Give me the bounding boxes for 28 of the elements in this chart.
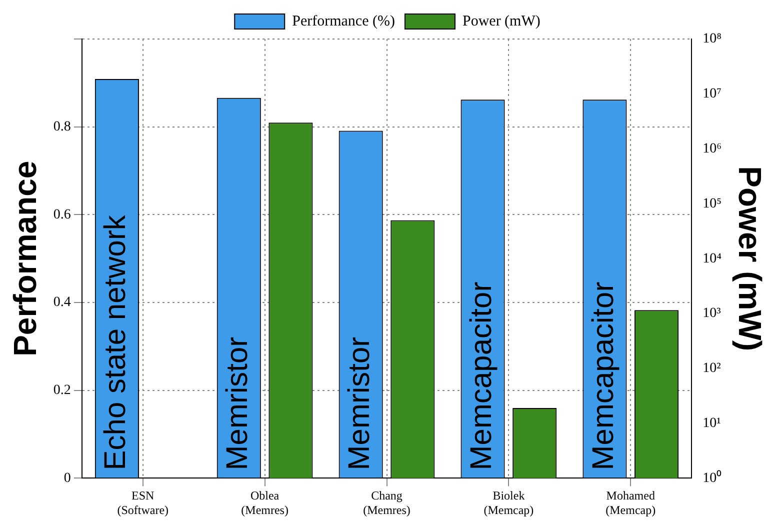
x-tick-label: Oblea (Memres) [241, 488, 288, 517]
y2-tick-label: 10⁵ [702, 196, 722, 212]
legend-label: Power (mW) [462, 13, 540, 30]
annotation: Memristor [343, 336, 376, 470]
legend-label: Performance (%) [292, 13, 395, 30]
x-tick-label: Biolek (Memcap) [484, 488, 534, 517]
y-tick-label: 0.2 [53, 383, 71, 398]
y-tick-label: 0 [64, 470, 71, 486]
annotation: Memristor [221, 336, 254, 470]
y2-axis-title: Power (mW) [732, 166, 768, 352]
x-tick-label: Mohamed (Memcap) [606, 488, 656, 517]
y-tick-label: 0.8 [53, 120, 71, 135]
y2-tick-label: 10¹ [702, 416, 721, 431]
annotation: Memcapacitor [465, 282, 498, 470]
y2-tick-label: 10⁰ [702, 470, 722, 486]
y-tick-label: 0.6 [53, 207, 71, 222]
y2-tick-label: 10⁸ [702, 32, 722, 47]
y2-tick-label: 10⁷ [702, 86, 722, 102]
x-tick-label: ESN (Software) [117, 488, 169, 517]
y-tick-label: 0.4 [53, 295, 71, 310]
annotation: Memcapacitor [586, 282, 620, 470]
y2-tick-label: 10³ [702, 306, 721, 322]
y2-tick-label: 10⁴ [702, 251, 722, 266]
x-tick-label: Chang (Memres) [363, 488, 410, 517]
y2-tick-label: 10² [702, 361, 721, 376]
y2-tick-label: 10⁶ [702, 141, 722, 156]
y-axis-title: Performance [7, 160, 44, 356]
annotation: Echo state network [99, 214, 132, 470]
